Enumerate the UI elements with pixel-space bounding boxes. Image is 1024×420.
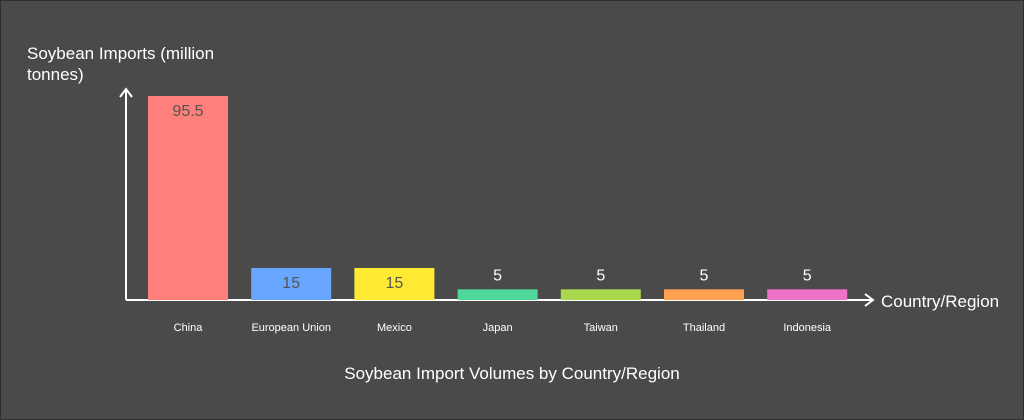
chart-title: Soybean Import Volumes by Country/Region [344,364,680,383]
x-axis-title: Country/Region [881,292,1000,311]
x-tick-label: China [174,322,204,334]
bar-european-union [251,267,332,300]
bar-mexico [354,267,435,300]
x-tick-label: Japan [483,322,513,334]
x-axis-arrow-icon [864,293,875,307]
x-tick-label: Taiwan [584,322,618,334]
bar-taiwan [560,289,641,300]
bar-series: 95.5 15 15 5 5 5 5 [148,96,848,300]
category-labels: China European Union Mexico Japan Taiwan Thai… [174,322,832,334]
bar-china [148,96,228,300]
x-tick-label: Thailand [683,322,725,334]
y-axis-title: Soybean Imports (million tonnes) [27,44,215,84]
x-tick-label: Mexico [377,322,412,334]
x-tick-label: Indonesia [783,322,832,334]
data-label: 15 [282,275,300,292]
y-axis-arrow-icon [119,87,133,98]
data-label: 5 [493,267,502,284]
data-label: 5 [803,267,812,284]
bar-thailand [664,289,744,300]
data-label: 5 [700,267,709,284]
x-tick-label: European Union [251,322,331,334]
data-label: 95.5 [172,103,203,120]
bar-indonesia [767,289,848,300]
bar-japan [457,289,538,300]
data-label: 5 [596,267,605,284]
data-label: 15 [386,275,404,292]
